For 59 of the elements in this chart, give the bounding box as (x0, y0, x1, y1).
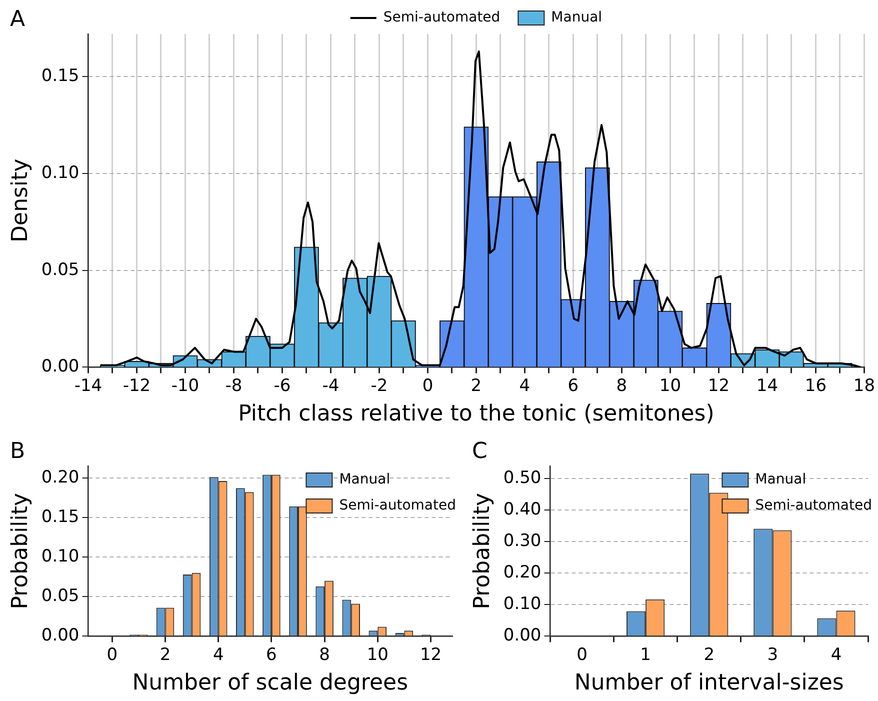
x-tick-label: 12 (420, 644, 442, 665)
y-tick-label: 0.05 (41, 586, 80, 606)
y-tick-label: 0.15 (41, 66, 80, 86)
x-tick-label: 18 (853, 376, 876, 396)
x-tick-label: -6 (274, 376, 291, 396)
legend-label: Semi-automated (755, 498, 872, 514)
y-axis-title: Density (8, 158, 33, 242)
legend-label: Manual (755, 472, 806, 488)
x-tick-label: 4 (519, 376, 530, 396)
x-tick-label: -2 (370, 376, 388, 396)
x-tick-label: -8 (225, 376, 242, 396)
x-tick-label: 10 (659, 376, 682, 396)
x-tick-label: 0 (422, 376, 434, 396)
legend-label: Manual (339, 472, 390, 488)
x-tick-label: 4 (212, 644, 224, 665)
y-tick-label: 0.50 (503, 468, 542, 488)
x-tick-label: 3 (767, 644, 778, 665)
x-tick-label: 2 (704, 644, 715, 665)
x-tick-label: -12 (122, 376, 151, 396)
x-tick-label: -10 (171, 376, 200, 396)
x-tick-label: 14 (756, 376, 778, 396)
y-tick-label: 0.00 (41, 356, 80, 377)
y-tick-label: 0.10 (503, 594, 542, 614)
y-tick-label: 0.05 (41, 260, 80, 280)
chart-title: A (10, 7, 26, 32)
x-tick-label: 1 (640, 644, 651, 665)
x-tick-label: -4 (322, 376, 340, 396)
chart-title: C (472, 439, 488, 464)
x-tick-label: 2 (470, 376, 482, 396)
legend-label: Semi-automated (339, 498, 456, 514)
y-tick-label: 0.20 (503, 562, 542, 583)
x-axis-title: Number of interval-sizes (574, 670, 844, 696)
x-axis-title: Number of scale degrees (132, 670, 408, 696)
y-tick-label: 0.10 (41, 162, 80, 183)
legend-label: Semi-automated (383, 10, 500, 26)
x-tick-label: 2 (160, 644, 171, 665)
y-tick-label: 0.00 (41, 626, 80, 646)
y-tick-label: 0.00 (503, 626, 542, 646)
y-axis-title: Probability (8, 492, 33, 610)
x-tick-label: -14 (74, 376, 102, 396)
y-tick-label: 0.10 (41, 546, 80, 566)
x-tick-label: 8 (319, 644, 330, 665)
x-axis-title: Pitch class relative to the tonic (semitones) (238, 402, 714, 427)
y-tick-label: 0.40 (503, 500, 542, 520)
chart-title: B (10, 439, 26, 464)
y-tick-label: 0.15 (41, 506, 80, 527)
x-tick-label: 16 (804, 376, 827, 396)
y-axis-title: Probability (470, 492, 495, 610)
x-tick-label: 12 (708, 376, 730, 396)
y-tick-label: 0.20 (41, 467, 80, 488)
x-tick-label: 10 (366, 644, 388, 665)
x-tick-label: 8 (616, 376, 628, 396)
x-tick-label: 0 (106, 644, 118, 665)
legend-label: Manual (551, 10, 602, 26)
x-tick-label: 6 (568, 376, 579, 396)
x-tick-label: 0 (576, 644, 588, 665)
x-tick-label: 4 (830, 644, 842, 665)
x-tick-label: 6 (266, 644, 277, 665)
y-tick-label: 0.30 (503, 531, 542, 552)
